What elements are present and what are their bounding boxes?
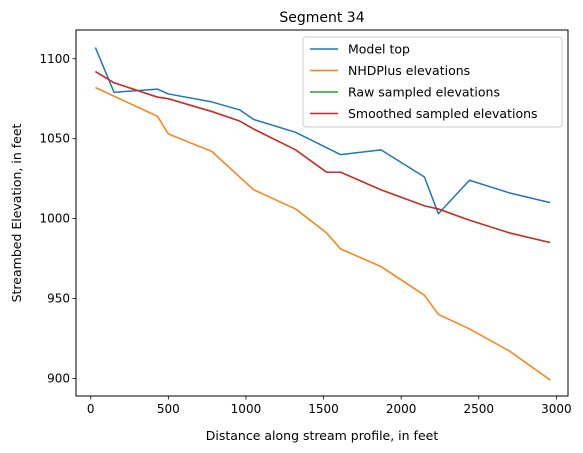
legend-label: Smoothed sampled elevations [348, 106, 538, 121]
y-axis-ticks: 900 950 1000 1050 1100 [39, 52, 76, 385]
legend-label: Raw sampled elevations [348, 85, 500, 100]
x-tick-label: 0 [87, 402, 95, 416]
y-tick-label: 1050 [39, 132, 70, 146]
x-tick-label: 2500 [463, 402, 494, 416]
x-tick-label: 2000 [386, 402, 417, 416]
y-tick-label: 900 [47, 371, 70, 385]
x-axis-ticks: 0 500 1000 1500 2000 2500 3000 [87, 396, 572, 416]
x-tick-label: 500 [157, 402, 180, 416]
legend-label: NHDPlus elevations [348, 63, 470, 78]
series-layer [94, 47, 551, 381]
legend-box [302, 36, 563, 128]
x-tick-label: 1500 [308, 402, 339, 416]
legend-label: Model top [348, 42, 410, 57]
legend: Model top NHDPlus elevations Raw sampled e… [302, 36, 563, 128]
y-tick-label: 1000 [39, 212, 70, 226]
x-tick-label: 3000 [541, 402, 572, 416]
series-line-3 [95, 70, 551, 244]
y-tick-label: 1100 [39, 52, 70, 66]
series-line-0 [94, 47, 551, 215]
x-tick-label: 1000 [231, 402, 262, 416]
chart-title: Segment 34 [279, 10, 364, 26]
legend-entries: Model top NHDPlus elevations Raw sampled e… [310, 42, 538, 121]
series-line-1 [95, 86, 551, 381]
plot-frame [75, 29, 569, 397]
y-tick-label: 950 [47, 292, 70, 306]
y-axis-label: Streambed Elevation, in feet [9, 123, 24, 302]
x-axis-label: Distance along stream profile, in feet [206, 428, 439, 443]
